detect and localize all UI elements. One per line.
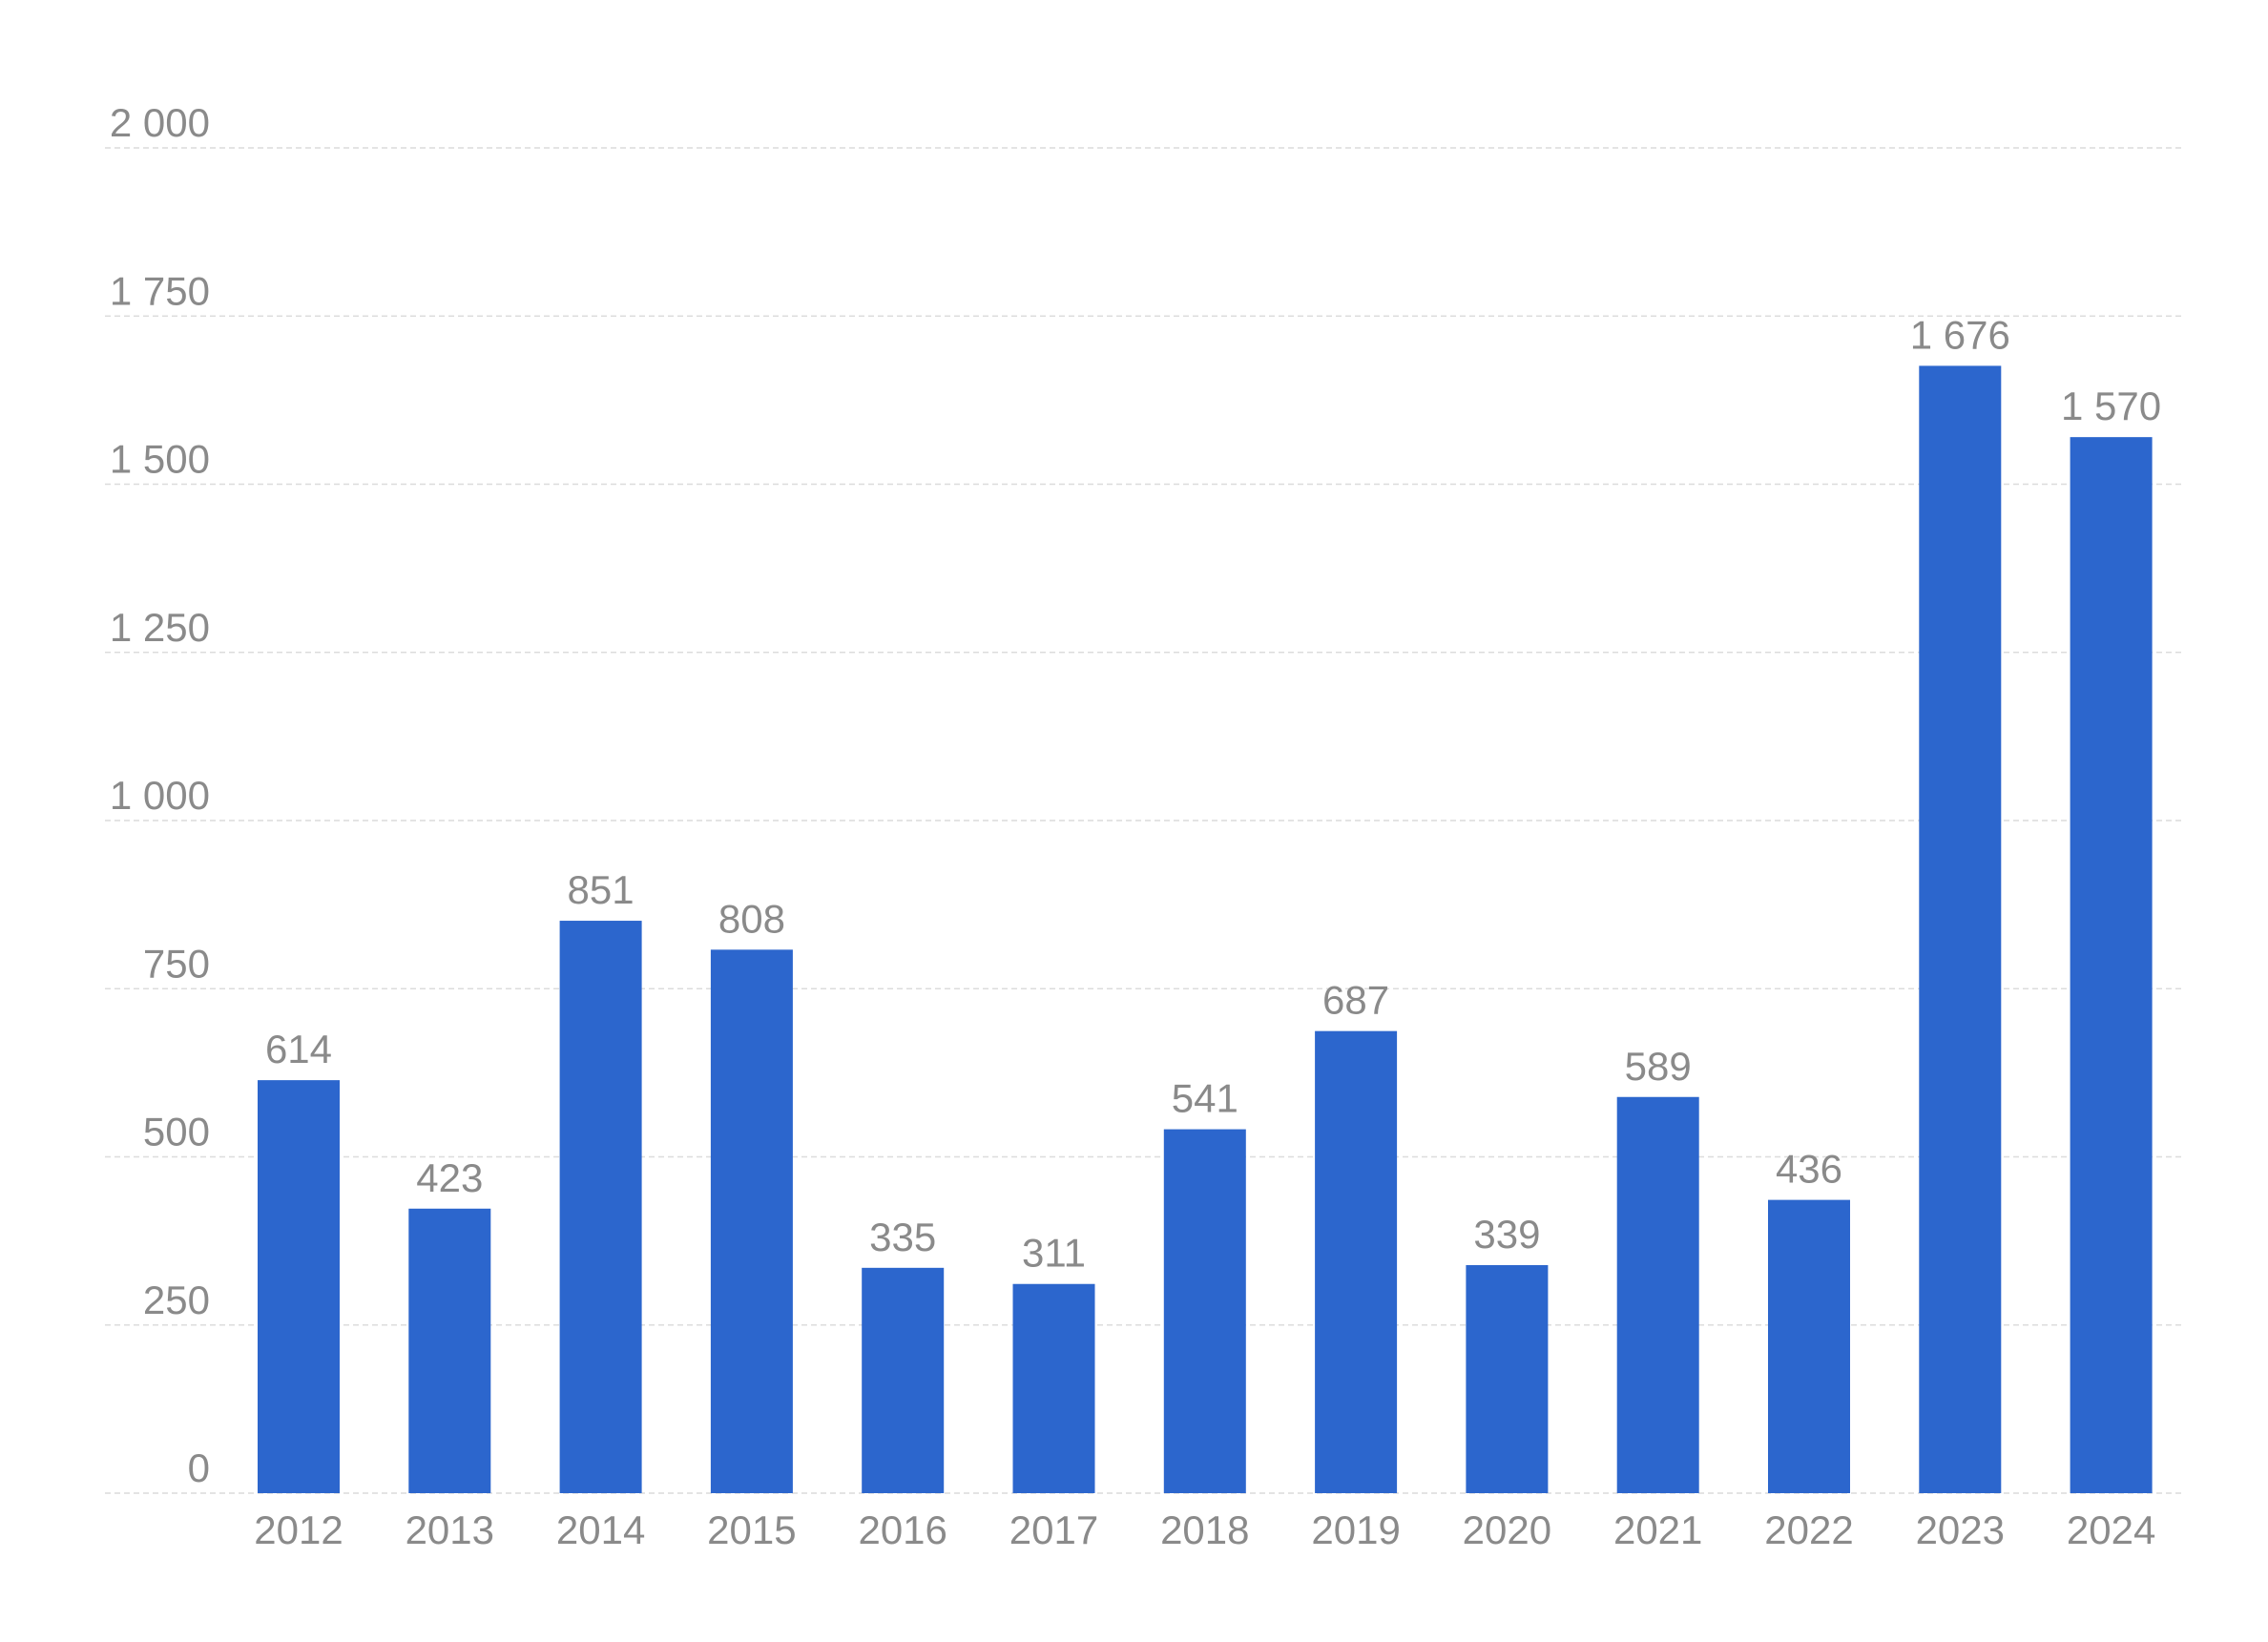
- bar-2016: [862, 1267, 945, 1493]
- bar-2012: [258, 1080, 340, 1493]
- bar-2014: [559, 921, 642, 1493]
- bar-2022: [1768, 1199, 1850, 1493]
- x-category-label-2014: 2014: [556, 1507, 645, 1552]
- x-category-label-2022: 2022: [1764, 1507, 1853, 1552]
- bar-value-label-2018: 541: [1172, 1076, 1238, 1121]
- y-tick-label: 500: [143, 1110, 210, 1154]
- y-tick-label: 250: [143, 1278, 210, 1322]
- x-category-label-2019: 2019: [1311, 1507, 1400, 1552]
- bars: [258, 365, 2153, 1493]
- bar-value-label-2017: 311: [1022, 1231, 1086, 1276]
- bar-value-label-2016: 335: [869, 1215, 936, 1259]
- y-tick-label: 1 500: [110, 437, 210, 482]
- bar-value-label-2013: 423: [416, 1155, 483, 1200]
- x-category-label-2018: 2018: [1160, 1507, 1249, 1552]
- bar-value-label-2014: 851: [568, 867, 635, 912]
- x-category-label-2015: 2015: [707, 1507, 796, 1552]
- bar-value-label-2015: 808: [718, 896, 785, 941]
- x-category-label-2020: 2020: [1463, 1507, 1551, 1552]
- y-axis-tick-labels: 0 250 500 750 1 000 1 250 1 500 1 750 2 000: [110, 100, 210, 1490]
- y-tick-label: 2 000: [110, 100, 210, 145]
- bar-value-label-2012: 614: [265, 1027, 332, 1071]
- bar-value-label-2019: 687: [1322, 978, 1389, 1023]
- x-category-label-2012: 2012: [254, 1507, 343, 1552]
- y-tick-label: 1 000: [110, 773, 210, 818]
- x-category-label-2016: 2016: [858, 1507, 947, 1552]
- bar-value-label-2022: 436: [1776, 1147, 1842, 1192]
- bar-value-label-2024: 1 570: [2061, 384, 2161, 428]
- bar-value-label-2023: 1 676: [1910, 312, 2010, 357]
- x-category-label-2013: 2013: [406, 1507, 494, 1552]
- y-tick-label: 1 750: [110, 268, 210, 313]
- bar-2013: [408, 1208, 491, 1493]
- bar-2023: [1919, 365, 2002, 1493]
- x-category-label-2021: 2021: [1613, 1507, 1702, 1552]
- y-tick-label: 1 250: [110, 605, 210, 650]
- bar-2018: [1163, 1129, 1246, 1493]
- x-category-label-2017: 2017: [1009, 1507, 1098, 1552]
- bar-2024: [2070, 437, 2153, 1493]
- y-tick-label: 750: [143, 941, 210, 986]
- bar-2020: [1466, 1265, 1549, 1493]
- bar-2017: [1012, 1283, 1095, 1493]
- bar-value-label-2020: 339: [1473, 1212, 1540, 1257]
- bar-2015: [710, 949, 793, 1493]
- bar-2021: [1616, 1096, 1699, 1493]
- bar-2019: [1315, 1030, 1398, 1493]
- x-category-label-2023: 2023: [1916, 1507, 2005, 1552]
- x-category-label-2024: 2024: [2067, 1507, 2155, 1552]
- y-tick-label: 0: [188, 1445, 210, 1490]
- bar-value-label-2021: 589: [1625, 1044, 1692, 1089]
- x-axis-category-labels: 2012 2013 2014 2015 2016 2017 2018 2019 2020 2021…: [254, 1507, 2155, 1552]
- bar-value-labels: 614 423 851 808 335 311 541 687 339 589 436 1 676 1 …: [265, 312, 2161, 1275]
